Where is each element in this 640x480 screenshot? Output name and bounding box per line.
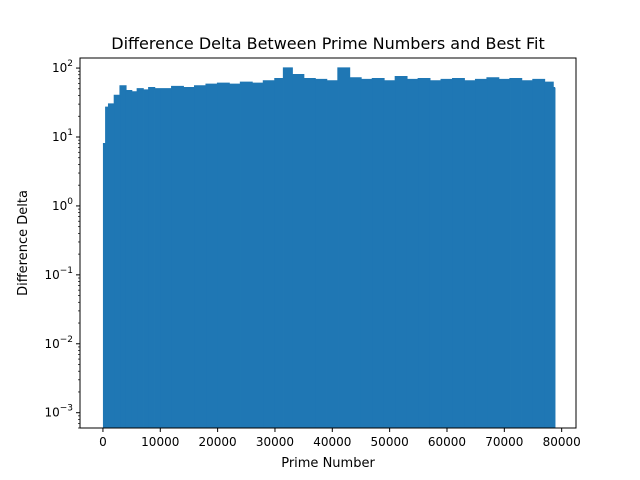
bar <box>418 78 431 428</box>
bar <box>303 78 316 428</box>
bar <box>315 79 327 429</box>
bar <box>143 90 150 428</box>
bar <box>521 80 534 428</box>
bar <box>372 78 385 428</box>
bar <box>441 79 454 429</box>
x-tick-label: 50000 <box>371 435 409 449</box>
bar-series <box>102 68 556 429</box>
bar <box>349 77 362 428</box>
bar <box>487 77 499 428</box>
bar <box>383 80 396 428</box>
bar <box>194 85 207 428</box>
bar <box>544 82 554 428</box>
x-axis-label: Prime Number <box>281 456 375 471</box>
bar <box>292 74 305 428</box>
y-axis-ticks: 10−3 10−2 10−1 100 101 102 <box>44 59 80 429</box>
y-tick-label: 10−3 <box>44 404 73 420</box>
chart-title: Difference Delta Between Prime Numbers a… <box>111 34 545 53</box>
bar <box>274 78 284 428</box>
y-tick-label: 102 <box>52 59 73 75</box>
bar <box>131 91 138 428</box>
bar <box>406 79 419 429</box>
y-tick-label: 100 <box>52 197 73 213</box>
x-tick-label: 80000 <box>543 435 581 449</box>
bar <box>553 87 556 429</box>
x-tick-label: 70000 <box>485 435 523 449</box>
y-tick-label: 101 <box>52 128 73 144</box>
bar <box>125 90 132 429</box>
bar <box>137 88 144 428</box>
x-tick-label: 40000 <box>313 435 351 449</box>
bar <box>102 143 107 428</box>
bar <box>217 83 230 429</box>
series-outline <box>102 67 556 145</box>
bar <box>360 79 373 429</box>
y-axis-label: Difference Delta <box>16 190 31 296</box>
bar <box>229 84 241 428</box>
bar <box>206 84 219 428</box>
bar <box>108 104 115 429</box>
x-tick-label: 60000 <box>428 435 466 449</box>
y-tick-label: 10−2 <box>44 335 73 351</box>
plot-frame <box>79 57 577 429</box>
x-tick-label: 30000 <box>256 435 294 449</box>
bar <box>160 88 173 428</box>
bar <box>183 87 196 429</box>
bar <box>532 79 545 429</box>
bar <box>475 79 488 429</box>
x-axis-ticks: 0 10000 20000 30000 40000 50000 60000 70000 8000… <box>99 428 581 449</box>
y-tick-label: 10−1 <box>44 266 73 282</box>
bar <box>120 85 127 428</box>
bar <box>498 79 511 429</box>
bar <box>114 95 121 428</box>
bar <box>154 88 161 428</box>
x-tick-label: 10000 <box>141 435 179 449</box>
bar <box>105 107 110 429</box>
bar <box>252 83 264 429</box>
bar <box>326 80 339 428</box>
bar <box>510 78 522 428</box>
bar <box>148 87 155 429</box>
bar <box>464 80 477 428</box>
bar <box>171 86 184 429</box>
x-tick-label: 0 <box>99 435 107 449</box>
bar <box>338 68 350 428</box>
x-tick-label: 20000 <box>199 435 237 449</box>
bar <box>395 76 408 429</box>
bar <box>429 80 442 428</box>
bar <box>263 80 276 428</box>
bar <box>283 68 293 428</box>
bar <box>240 82 253 428</box>
bar <box>452 78 465 428</box>
